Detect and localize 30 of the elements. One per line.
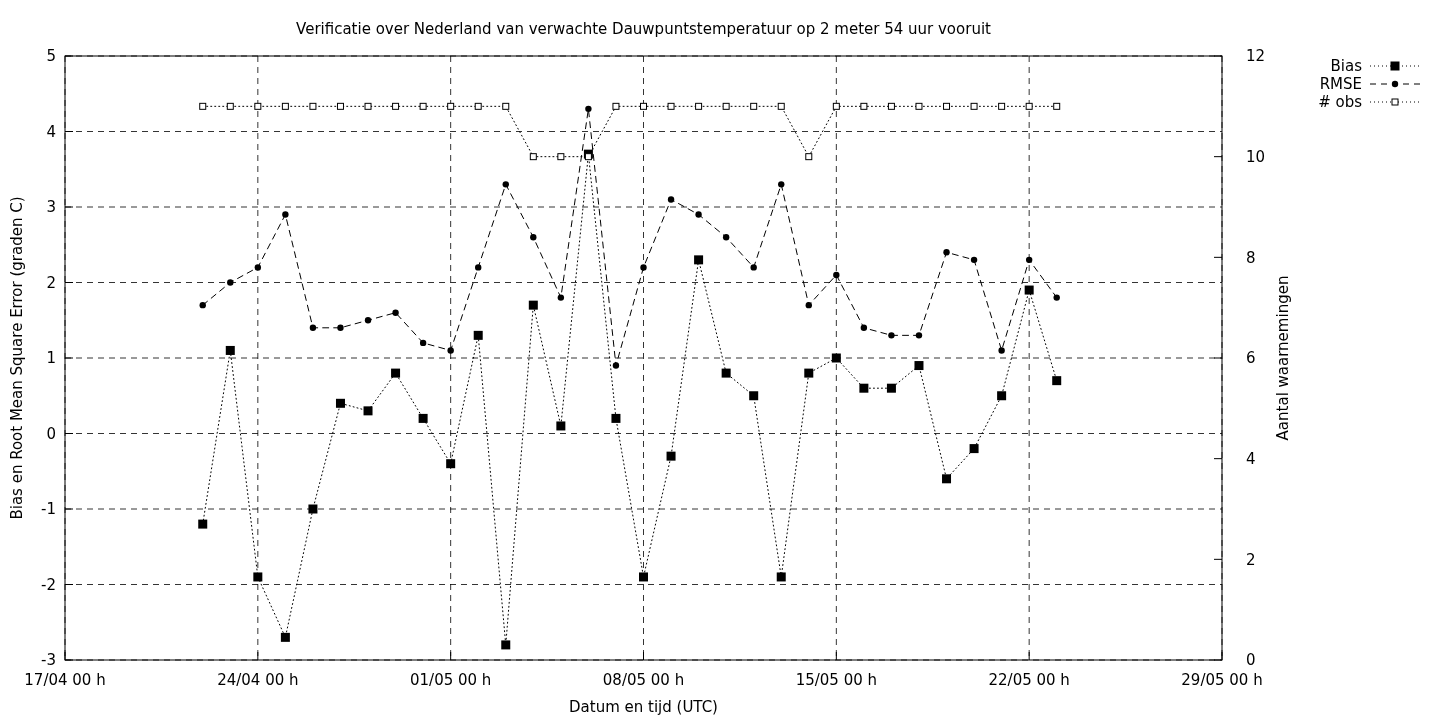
legend-label: RMSE	[1319, 75, 1362, 94]
y-axis-title: Bias en Root Mean Square Error (graden C)	[8, 196, 26, 520]
y2-tick-label: 10	[1246, 147, 1266, 166]
x-tick-label: 29/05 00 h	[1181, 671, 1263, 689]
x-tick-label: 22/05 00 h	[988, 671, 1070, 689]
x-tick-label: 15/05 00 h	[795, 671, 878, 689]
x-tick-label: 17/04 00 h	[24, 671, 106, 689]
y2-tick-label: 4	[1246, 449, 1256, 468]
x-axis-title: Datum en tijd (UTC)	[569, 698, 718, 716]
y2-tick-label: 8	[1246, 248, 1256, 267]
y2-axis-title: Aantal waarnemingen	[1274, 275, 1292, 441]
y-tick-label: 1	[46, 349, 56, 368]
y-tick-label: 4	[46, 122, 56, 141]
x-tick-label: 01/05 00 h	[409, 671, 492, 689]
y2-tick-label: 6	[1246, 349, 1256, 368]
chart-title: Verificatie over Nederland van verwachte Dauwpuntstemperatuur op 2 meter 54 uur vooruit	[296, 20, 992, 38]
y-tick-label: 3	[46, 198, 56, 217]
x-tick-label: 24/04 00 h	[217, 671, 299, 689]
legend-label: Bias	[1330, 57, 1363, 76]
y-tick-label: 0	[46, 424, 56, 443]
y-tick-label: -3	[41, 651, 56, 670]
y-tick-label: -1	[41, 500, 56, 519]
x-tick-label: 08/05 00 h	[602, 671, 685, 689]
y2-tick-label: 12	[1246, 47, 1266, 66]
y-tick-label: 2	[46, 273, 56, 292]
y2-tick-label: 0	[1246, 651, 1256, 670]
y-tick-label: -2	[41, 575, 56, 594]
y-tick-label: 5	[46, 47, 56, 66]
y2-tick-label: 2	[1246, 550, 1256, 569]
legend-label: # obs	[1318, 93, 1363, 112]
